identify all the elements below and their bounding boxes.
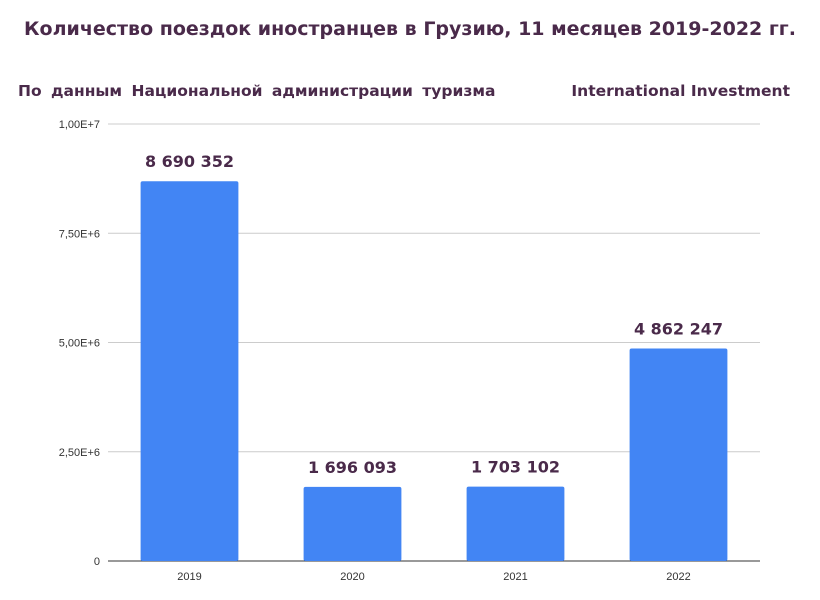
data-label: 4 862 247	[634, 320, 723, 339]
bar	[629, 348, 728, 561]
chart-title: Количество поездок иностранцев в Грузию,…	[24, 18, 796, 40]
y-tick-label: 2,50E+6	[59, 447, 100, 459]
x-tick-label: 2022	[666, 571, 690, 583]
bar	[303, 486, 402, 561]
x-tick-label: 2019	[177, 571, 201, 583]
y-tick-label: 7,50E+6	[59, 228, 100, 240]
y-tick-label: 0	[94, 556, 100, 568]
data-label: 1 703 102	[471, 458, 560, 477]
source-note: По данным Национальной администрации тур…	[18, 82, 496, 100]
x-tick-label: 2021	[503, 571, 527, 583]
x-tick-label: 2020	[340, 571, 364, 583]
bar	[466, 486, 565, 561]
y-tick-label: 5,00E+6	[59, 338, 100, 350]
data-label: 8 690 352	[145, 152, 234, 171]
data-label: 1 696 093	[308, 458, 397, 477]
y-tick-label: 1,00E+7	[59, 119, 100, 131]
publisher-credit: International Investment	[571, 82, 790, 100]
bar	[140, 181, 239, 561]
